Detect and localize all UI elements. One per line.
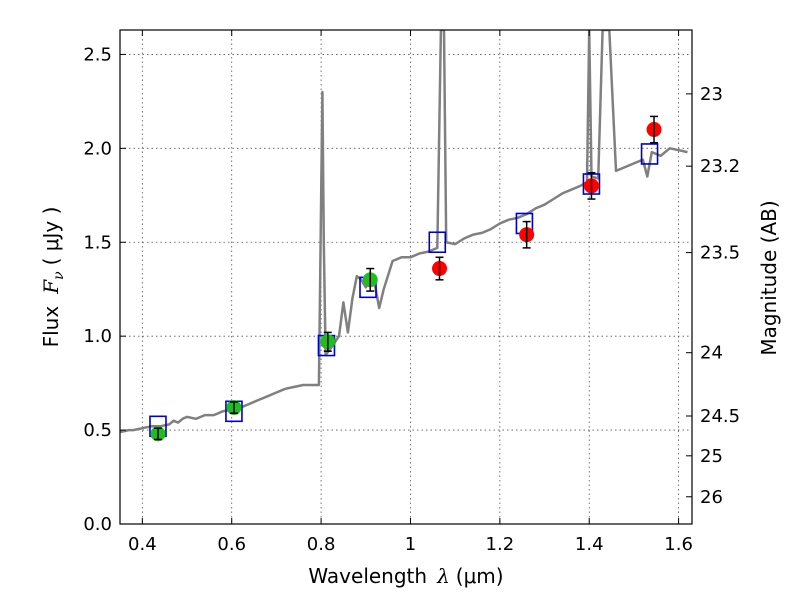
y2-axis-title: Magnitude (AB) bbox=[757, 200, 781, 355]
y-tick-label: 1.5 bbox=[83, 232, 112, 253]
model-photometry-marker bbox=[428, 231, 447, 254]
y-tick-label: 0.5 bbox=[83, 420, 112, 441]
y-tick-label: 1.0 bbox=[83, 326, 112, 347]
x-tick-label: 0.8 bbox=[307, 534, 336, 555]
plot-content bbox=[120, 30, 688, 442]
axis-ticks: 0.4 0.6 0.8 1 1.2 1.4 1.6 0.0 0.5 1.0 1.5 2.0 2.5 23 2… bbox=[83, 30, 740, 555]
y-axis-title: Flux Fν ( μJy ) bbox=[39, 207, 67, 348]
y2-tick-label: 23 bbox=[700, 84, 723, 105]
x-tick-label: 1.2 bbox=[486, 534, 515, 555]
y-axis-title-symbol: F bbox=[39, 279, 63, 295]
y-tick-label: 0.0 bbox=[83, 514, 112, 535]
y2-tick-label: 26 bbox=[700, 487, 723, 508]
model-photometry-marker bbox=[640, 143, 659, 165]
spectrum-line bbox=[120, 30, 688, 434]
y-tick-label: 2.5 bbox=[83, 44, 112, 65]
x-axis-title-unit: (μm) bbox=[456, 564, 504, 588]
y2-tick-label: 24.5 bbox=[700, 406, 740, 427]
y-axis-title-text: Flux bbox=[39, 306, 63, 348]
plot-frame bbox=[119, 29, 693, 525]
y2-tick-label: 23.2 bbox=[700, 156, 740, 177]
y-tick-label: 2.0 bbox=[83, 138, 112, 159]
x-tick-label: 0.6 bbox=[217, 534, 246, 555]
y-axis-title-subscript: ν bbox=[51, 271, 67, 280]
y-axis-title-unit: ( μJy ) bbox=[39, 207, 63, 266]
x-axis-title-symbol: λ bbox=[436, 564, 450, 588]
x-tick-label: 1.4 bbox=[575, 534, 604, 555]
x-tick-label: 1 bbox=[405, 534, 416, 555]
x-tick-label: 0.4 bbox=[128, 534, 157, 555]
x-tick-label: 1.6 bbox=[664, 534, 693, 555]
x-axis-title-text: Wavelength bbox=[308, 564, 427, 588]
y2-tick-label: 23.5 bbox=[700, 243, 740, 264]
x-axis-title: Wavelength λ (μm) bbox=[308, 564, 503, 588]
y2-tick-label: 25 bbox=[700, 446, 723, 467]
y2-tick-label: 24 bbox=[700, 343, 723, 364]
